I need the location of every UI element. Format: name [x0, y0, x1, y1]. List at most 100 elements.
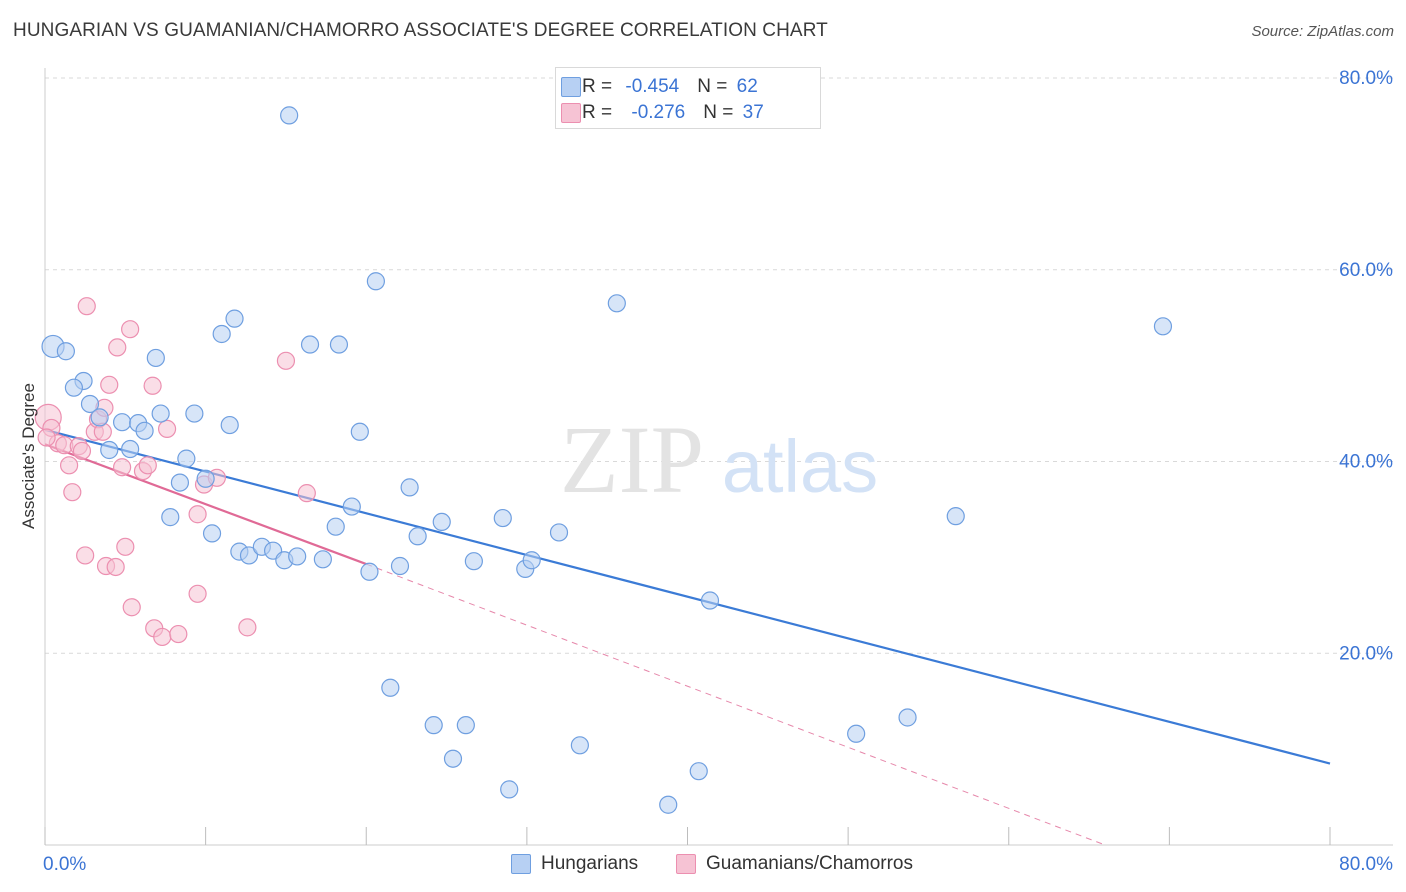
- point-guamanians: [63, 483, 82, 502]
- y-axis-label: Associate's Degree: [19, 383, 38, 529]
- point-hungarians: [847, 724, 866, 743]
- bottom-legend-label-guamanians: Guamanians/Chamorros: [706, 853, 913, 874]
- point-guamanians: [112, 458, 132, 477]
- bottom-legend-label-hungarians: Hungarians: [541, 853, 639, 874]
- point-hungarians: [56, 342, 75, 361]
- point-hungarians: [185, 404, 204, 423]
- bottom-legend-swatch-pink: [676, 854, 696, 874]
- point-guamanians: [188, 584, 207, 603]
- x-tick-label: 80.0%: [1339, 854, 1393, 875]
- point-hungarians: [400, 478, 419, 497]
- legend-n-label: N =: [703, 102, 739, 123]
- point-hungarians: [170, 473, 190, 492]
- trend-lines: [44, 428, 1331, 846]
- point-guamanians: [276, 351, 296, 370]
- point-hungarians: [607, 294, 626, 313]
- point-hungarians: [196, 469, 215, 488]
- point-hungarians: [288, 547, 307, 566]
- point-guamanians: [77, 297, 96, 316]
- point-hungarians: [326, 517, 345, 536]
- legend-r-value: -0.276: [631, 102, 686, 123]
- legend-swatch-pink: [561, 103, 581, 123]
- point-hungarians: [161, 508, 180, 527]
- point-hungarians: [329, 335, 349, 354]
- axes: [44, 68, 1393, 846]
- legend-r-value: -0.454: [625, 76, 680, 97]
- point-guamanians: [106, 557, 125, 577]
- legend-r-label: R =: [582, 76, 618, 97]
- point-guamanians: [188, 505, 207, 524]
- watermark-atlas: atlas: [722, 425, 878, 508]
- point-hungarians: [225, 309, 244, 328]
- point-hungarians: [493, 508, 512, 528]
- point-guamanians: [76, 546, 95, 565]
- point-hungarians: [146, 348, 165, 368]
- bottom-legend-guamanians: Guamanians/Chamorros: [676, 852, 913, 876]
- stats-legend: R = -0.454 N = 62 R = -0.276 N = 37: [555, 67, 821, 129]
- point-hungarians: [381, 678, 400, 697]
- x-tick-label: 0.0%: [43, 854, 86, 875]
- trend-line-hungarians: [44, 428, 1331, 765]
- point-hungarians: [549, 523, 569, 542]
- point-hungarians: [522, 551, 541, 570]
- legend-n-value: 37: [742, 102, 764, 123]
- point-hungarians: [90, 408, 109, 427]
- point-hungarians: [151, 404, 170, 423]
- point-hungarians: [500, 780, 519, 799]
- point-guamanians: [238, 618, 257, 637]
- y-tick-label: 40.0%: [1339, 452, 1393, 473]
- y-tick-label: 20.0%: [1339, 643, 1393, 664]
- point-hungarians: [202, 524, 222, 543]
- point-hungarians: [121, 439, 140, 459]
- trend-line-guamanians: [44, 443, 367, 566]
- source-label: Source: ZipAtlas.com: [1251, 23, 1394, 40]
- point-guamanians: [37, 428, 56, 447]
- point-guamanians: [138, 456, 157, 475]
- series-guamanians-points: [34, 297, 316, 647]
- trend-line-guamanians-extension: [366, 563, 1106, 846]
- point-hungarians: [239, 546, 259, 565]
- point-guamanians: [116, 537, 135, 556]
- bottom-legend-swatch-blue: [511, 854, 531, 874]
- point-hungarians: [946, 507, 965, 526]
- point-hungarians: [135, 421, 154, 440]
- legend-n-label: N =: [697, 76, 733, 97]
- point-hungarians: [350, 422, 369, 441]
- point-hungarians: [700, 591, 720, 610]
- y-tick-label: 60.0%: [1339, 260, 1393, 281]
- point-guamanians: [122, 598, 141, 617]
- point-hungarians: [280, 106, 299, 125]
- point-guamanians: [157, 419, 177, 439]
- point-hungarians: [464, 552, 483, 571]
- point-hungarians: [64, 378, 84, 397]
- point-hungarians: [390, 556, 410, 576]
- point-hungarians: [300, 335, 320, 354]
- point-hungarians: [80, 394, 100, 414]
- point-hungarians: [570, 736, 589, 755]
- point-hungarians: [366, 272, 385, 291]
- point-hungarians: [424, 716, 443, 735]
- point-hungarians: [432, 512, 451, 532]
- point-guamanians: [59, 456, 79, 475]
- chart-title: HUNGARIAN VS GUAMANIAN/CHAMORRO ASSOCIAT…: [13, 20, 828, 41]
- gridlines: [45, 77, 1393, 654]
- point-guamanians: [100, 375, 119, 394]
- legend-row-hungarians: R = -0.454 N = 62: [561, 76, 758, 98]
- bottom-legend-hungarians: Hungarians: [511, 852, 638, 876]
- point-guamanians: [108, 338, 127, 357]
- point-guamanians: [121, 320, 140, 339]
- legend-row-guamanians: R = -0.276 N = 37: [561, 102, 764, 124]
- point-hungarians: [212, 324, 231, 344]
- point-hungarians: [360, 562, 379, 581]
- point-guamanians: [143, 376, 162, 395]
- point-hungarians: [1153, 317, 1173, 336]
- series-hungarians-points: [41, 106, 1173, 814]
- point-hungarians: [456, 716, 475, 735]
- legend-r-label: R =: [582, 102, 618, 123]
- point-hungarians: [220, 415, 239, 435]
- point-hungarians: [313, 550, 332, 569]
- legend-swatch-blue: [561, 77, 581, 97]
- point-hungarians: [100, 440, 119, 460]
- point-hungarians: [659, 795, 678, 814]
